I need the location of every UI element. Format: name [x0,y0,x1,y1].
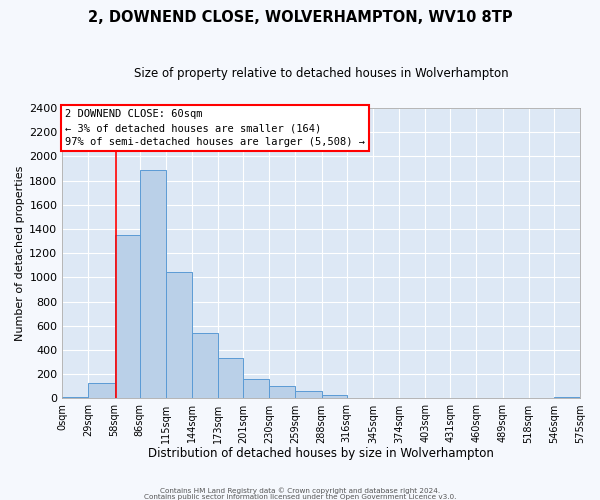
Text: 2 DOWNEND CLOSE: 60sqm
← 3% of detached houses are smaller (164)
97% of semi-det: 2 DOWNEND CLOSE: 60sqm ← 3% of detached … [65,110,365,148]
Bar [115,235,140,398]
Bar [269,386,295,398]
Bar [322,395,347,398]
Bar [554,396,580,398]
Bar [166,272,192,398]
Bar [88,384,115,398]
Bar [140,170,166,398]
X-axis label: Distribution of detached houses by size in Wolverhampton: Distribution of detached houses by size … [148,447,494,460]
Bar [243,379,269,398]
Title: Size of property relative to detached houses in Wolverhampton: Size of property relative to detached ho… [134,68,508,80]
Text: 2, DOWNEND CLOSE, WOLVERHAMPTON, WV10 8TP: 2, DOWNEND CLOSE, WOLVERHAMPTON, WV10 8T… [88,10,512,25]
Bar [295,391,322,398]
Text: Contains public sector information licensed under the Open Government Licence v3: Contains public sector information licen… [144,494,456,500]
Bar [62,396,88,398]
Y-axis label: Number of detached properties: Number of detached properties [15,166,25,341]
Bar [218,358,243,399]
Text: Contains HM Land Registry data © Crown copyright and database right 2024.: Contains HM Land Registry data © Crown c… [160,488,440,494]
Bar [192,333,218,398]
